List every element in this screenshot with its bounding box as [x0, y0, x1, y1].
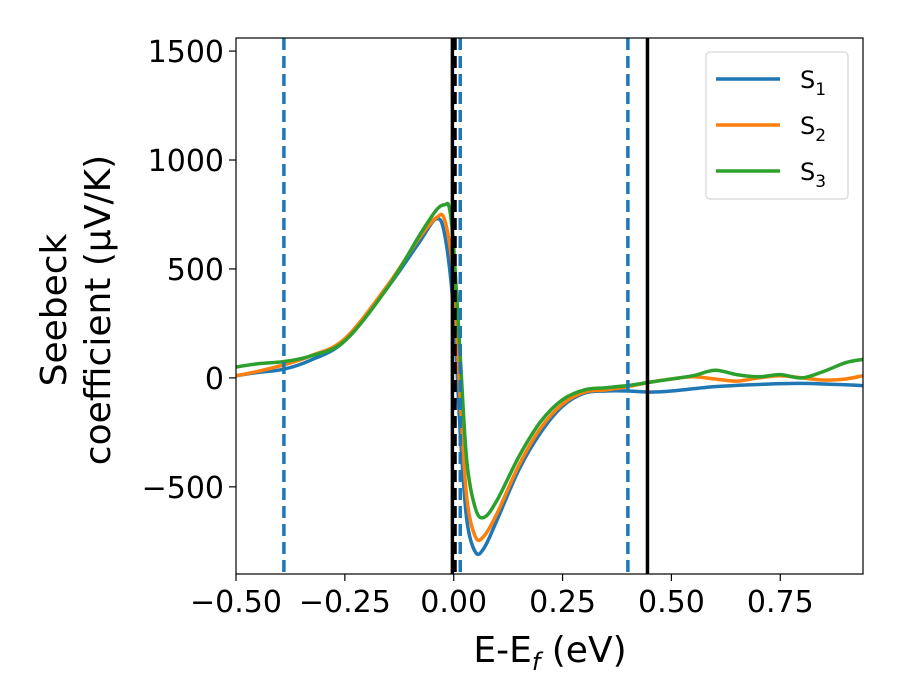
y-tick-label: 500	[167, 253, 224, 288]
y-tick-label: 0	[205, 362, 224, 397]
y-axis-title: Seebeck coefficient (μV/K)	[34, 155, 119, 465]
legend-label-2: S2	[800, 112, 826, 146]
y-axis-title-line2: coefficient (μV/K)	[78, 155, 119, 465]
x-tick-label: 0.50	[638, 585, 705, 620]
plot-area	[236, 38, 863, 574]
y-tick-label: −500	[142, 471, 224, 506]
series-line-1	[236, 216, 863, 557]
series-line-3	[236, 201, 863, 520]
x-tick-label: −0.50	[190, 585, 282, 620]
x-axis-title: E-Ef (eV)	[473, 630, 626, 676]
legend-label-1: S1	[800, 66, 826, 100]
legend: S1 S2 S3	[705, 51, 849, 200]
plot-frame	[235, 37, 864, 575]
x-tick-label: −0.25	[299, 585, 391, 620]
y-tick-label: 1500	[148, 35, 224, 70]
y-axis-title-line1: Seebeck	[34, 233, 75, 386]
x-tick-label: 0.00	[420, 585, 487, 620]
x-tick-label: 0.75	[747, 585, 814, 620]
legend-label-3: S3	[800, 158, 826, 192]
y-tick-label: 1000	[148, 144, 224, 179]
axis-ticks: −0.50 −0.25 0.00 0.25 0.50 0.75 −500 0 500 1000 15…	[142, 35, 814, 620]
x-tick-label: 0.25	[529, 585, 596, 620]
